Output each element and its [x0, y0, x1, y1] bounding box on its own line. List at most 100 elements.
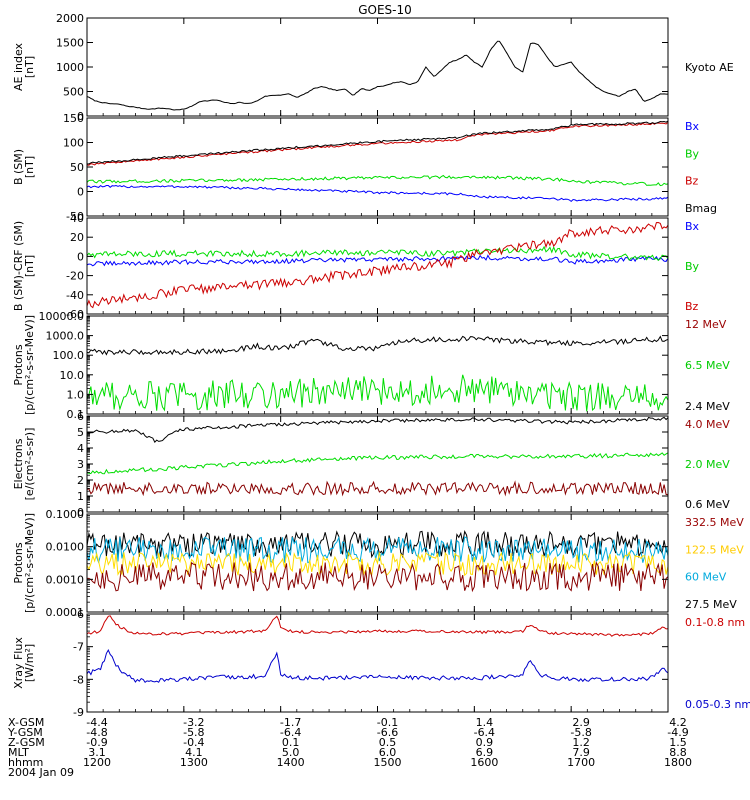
panel-6-legend-122-5-mev: 122.5 MeV [685, 543, 744, 556]
panel-6-series-60-mev [87, 535, 668, 564]
panel-7-legend-0-05-0-3-nm: 0.05-0.3 nm [685, 698, 750, 711]
panel-2-legend-by: By [685, 147, 700, 160]
panel-6-legend-60-mev: 60 MeV [685, 571, 727, 584]
ephemeris-cell: 2.9 [572, 716, 590, 729]
panel-2-series-group [87, 120, 668, 203]
ephemeris-date: 2004 Jan 09 [8, 766, 74, 779]
panel-2-legend-bz: Bz [685, 175, 699, 188]
panel-2-ytick-label: 50 [70, 161, 84, 174]
panel-4-ytick-label: 10000.0 [39, 310, 85, 323]
panel-5: 0 1 2 3 4 5 6 Electrons[e/(cm²-s-sr)] 4.0 MeV 2.0… [12, 410, 730, 519]
panel-1-ytick-label: 1000 [56, 61, 84, 74]
panel-6-ytick-label: 0.1000 [46, 508, 85, 521]
panel-6-ytick-label: 0.0010 [46, 573, 85, 586]
ephemeris-cell: 1200 [83, 756, 111, 769]
panel-3-series-bx [87, 254, 668, 267]
panel-7-legend-0-1-0-8-nm: 0.1-0.8 nm [685, 616, 745, 629]
panel-2: -50 0 50 100 150 B (SM)[nT] Bx By Bz Bmag [12, 112, 717, 223]
panel-4-series-2-4-mev [87, 335, 668, 356]
panel-3-ytick-label: 20 [70, 231, 84, 244]
panel-4-ytick-label: 1000.0 [46, 330, 85, 343]
ephemeris-cell: 1.2 [572, 736, 590, 749]
panel-1-series-group [87, 40, 668, 111]
panel-1-frame [86, 17, 669, 117]
panel-5-ytick-label: 4 [77, 442, 84, 455]
ephemeris-cell: 4.1 [185, 746, 203, 759]
panel-7-frame [86, 613, 669, 713]
panel-4-ylabel: Protons[p/(cm²-s-sr-MeV)] [12, 315, 36, 415]
panel-7-ytick-label: -7 [73, 641, 84, 654]
ephemeris-cell: 1.5 [669, 736, 687, 749]
panel-2-ytick-label: -50 [66, 210, 84, 223]
panel-3-series-bz [87, 221, 668, 309]
panel-7: -9 -8 -7 -6 Xray Flux[W/m²] 0.1-0.8 nm 0.05-0.… [12, 608, 750, 719]
panel-5-legend-2-0-mev: 2.0 MeV [685, 458, 730, 471]
ephemeris-cell: -0.1 [377, 716, 398, 729]
panel-7-ytick-label: -6 [73, 608, 84, 621]
panel-4-legend-12-mev: 12 MeV [685, 318, 727, 331]
ephemeris-cell: 1800 [664, 756, 692, 769]
panel-7-series-group [87, 615, 668, 684]
panel-3-ytick-label: -20 [66, 270, 84, 283]
panel-6-ytick-label: 0.0100 [46, 541, 85, 554]
panel-3-ytick-label: -40 [66, 289, 84, 302]
panel-4: 0.1 1.0 10.0 100.0 1000.0 10000.0Protons[p/(c… [12, 310, 730, 421]
ephemeris-cell: -4.4 [86, 716, 107, 729]
panel-2-series-by [87, 174, 668, 187]
panel-5-series-2-0-mev [87, 452, 668, 475]
ephemeris-cell: 1700 [567, 756, 595, 769]
ephemeris-cell: -6.4 [474, 726, 495, 739]
panel-4-ytick-label: 10.0 [60, 369, 85, 382]
ephemeris-cell: -6.4 [280, 726, 301, 739]
panel-1-legend-kyoto-ae: Kyoto AE [685, 61, 734, 74]
panel-2-legend-bx: Bx [685, 120, 700, 133]
panel-5-ylabel: Electrons[e/(cm²-s-sr)] [12, 428, 36, 501]
panel-5-ytick-label: 2 [77, 474, 84, 487]
panel-2-frame [86, 117, 669, 217]
ephemeris-cell: 1600 [470, 756, 498, 769]
ephemeris-cell: 5.0 [282, 746, 300, 759]
ephemeris-row-label: Z-GSM [8, 736, 45, 749]
panel-1: 0 500 1000 1500 2000 AE index[nT] Kyoto AE [12, 12, 734, 123]
panel-2-ytick-label: 150 [63, 112, 84, 125]
ephemeris-cell: -1.7 [280, 716, 301, 729]
panel-5-frame [86, 415, 669, 513]
panel-6-legend-332-5-mev: 332.5 MeV [685, 516, 744, 529]
plot-title: GOES-10 [358, 3, 412, 17]
panel-5-series-4-0-mev [87, 480, 668, 497]
ephemeris-cell: 0.5 [379, 736, 397, 749]
ephemeris-cell: 1500 [374, 756, 402, 769]
panel-3-ylabel: B (SM)-CRF (SM)[nT] [12, 221, 36, 311]
panel-1-ytick-label: 500 [63, 86, 84, 99]
panel-3: -60 -40 -20 0 20 40 B (SM)-CRF (SM)[nT] Bx By Bz [12, 212, 700, 321]
panel-4-series-6-5-mev [87, 374, 668, 412]
panel-4-legend-2-4-mev: 2.4 MeV [685, 400, 730, 413]
panel-2-series-bz [87, 121, 668, 166]
panel-6-series-group [87, 529, 668, 593]
panel-4-series-group [87, 335, 668, 412]
ephemeris-row-label: Y-GSM [7, 726, 43, 739]
panel-5-legend-0-6-mev: 0.6 MeV [685, 498, 730, 511]
panel-3-frame [86, 217, 669, 315]
panel-3-ytick-label: 40 [70, 212, 84, 225]
ephemeris-cell: 1300 [180, 756, 208, 769]
panel-2-series-bx [87, 184, 668, 203]
panel-3-ytick-label: -60 [66, 308, 84, 321]
panel-4-legend-6-5-mev: 6.5 MeV [685, 359, 730, 372]
ephemeris-cell: 4.2 [669, 716, 687, 729]
ephemeris-cell: -0.4 [183, 736, 204, 749]
panel-2-ytick-label: 0 [77, 186, 84, 199]
panel-6: 0.0001 0.0010 0.0100 0.1000 Protons[p/(cm²-s… [12, 508, 744, 619]
panel-1-ytick-label: 2000 [56, 12, 84, 25]
panel-7-series-0-1-0-8-nm [87, 615, 668, 637]
panel-2-legend-bmag: Bmag [685, 202, 717, 215]
panel-3-series-by [87, 245, 668, 261]
panel-5-ytick-label: 0 [77, 506, 84, 519]
panel-3-ytick-label: 0 [77, 250, 84, 263]
panel-6-ytick-label: 0.0001 [46, 606, 85, 619]
ephemeris-cell: 0.9 [476, 736, 494, 749]
panel-2-ylabel: B (SM)[nT] [12, 149, 36, 185]
panel-5-series-group [87, 416, 668, 497]
